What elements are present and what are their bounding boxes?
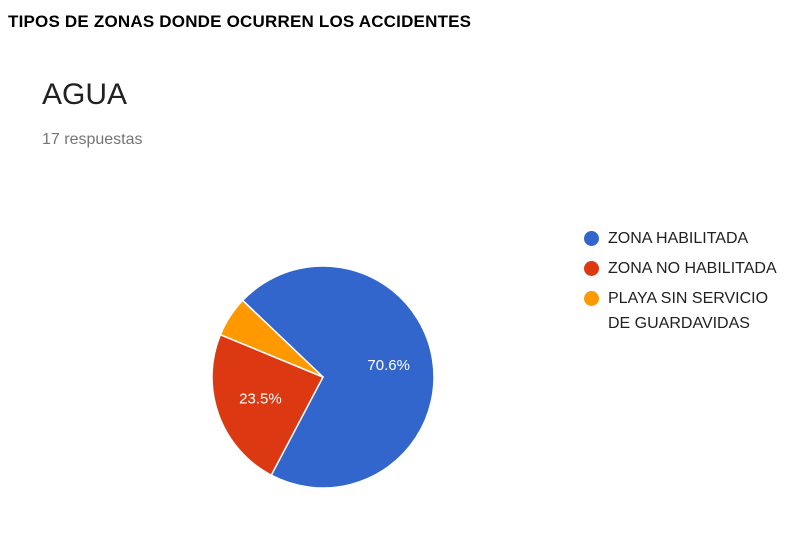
legend-swatch bbox=[584, 291, 599, 306]
page-heading: TIPOS DE ZONAS DONDE OCURREN LOS ACCIDEN… bbox=[8, 12, 472, 31]
legend-label: PLAYA SIN SERVICIO DE GUARDAVIDAS bbox=[608, 290, 769, 332]
pie-slice-1[interactable] bbox=[211, 333, 325, 477]
response-count: 17 respuestas bbox=[42, 131, 143, 148]
pie-slice-label-0: 70.6% bbox=[367, 357, 410, 374]
legend-swatch bbox=[584, 261, 599, 276]
legend-label: ZONA HABILITADA bbox=[608, 230, 749, 247]
chart-legend: ZONA HABILITADA ZONA NO HABILITADA PLAYA… bbox=[584, 226, 794, 341]
pie-slice-2[interactable] bbox=[219, 299, 324, 378]
legend-item-playa-sin-servicio[interactable]: PLAYA SIN SERVICIO DE GUARDAVIDAS bbox=[584, 286, 794, 336]
pie-slice-label-1: 23.5% bbox=[239, 391, 282, 408]
legend-swatch bbox=[584, 231, 599, 246]
legend-item-zona-habilitada[interactable]: ZONA HABILITADA bbox=[584, 226, 794, 251]
chart-title: AGUA bbox=[42, 78, 128, 111]
legend-item-zona-no-habilitada[interactable]: ZONA NO HABILITADA bbox=[584, 256, 794, 281]
legend-label: ZONA NO HABILITADA bbox=[608, 260, 777, 277]
pie-slice-0[interactable] bbox=[241, 265, 435, 489]
